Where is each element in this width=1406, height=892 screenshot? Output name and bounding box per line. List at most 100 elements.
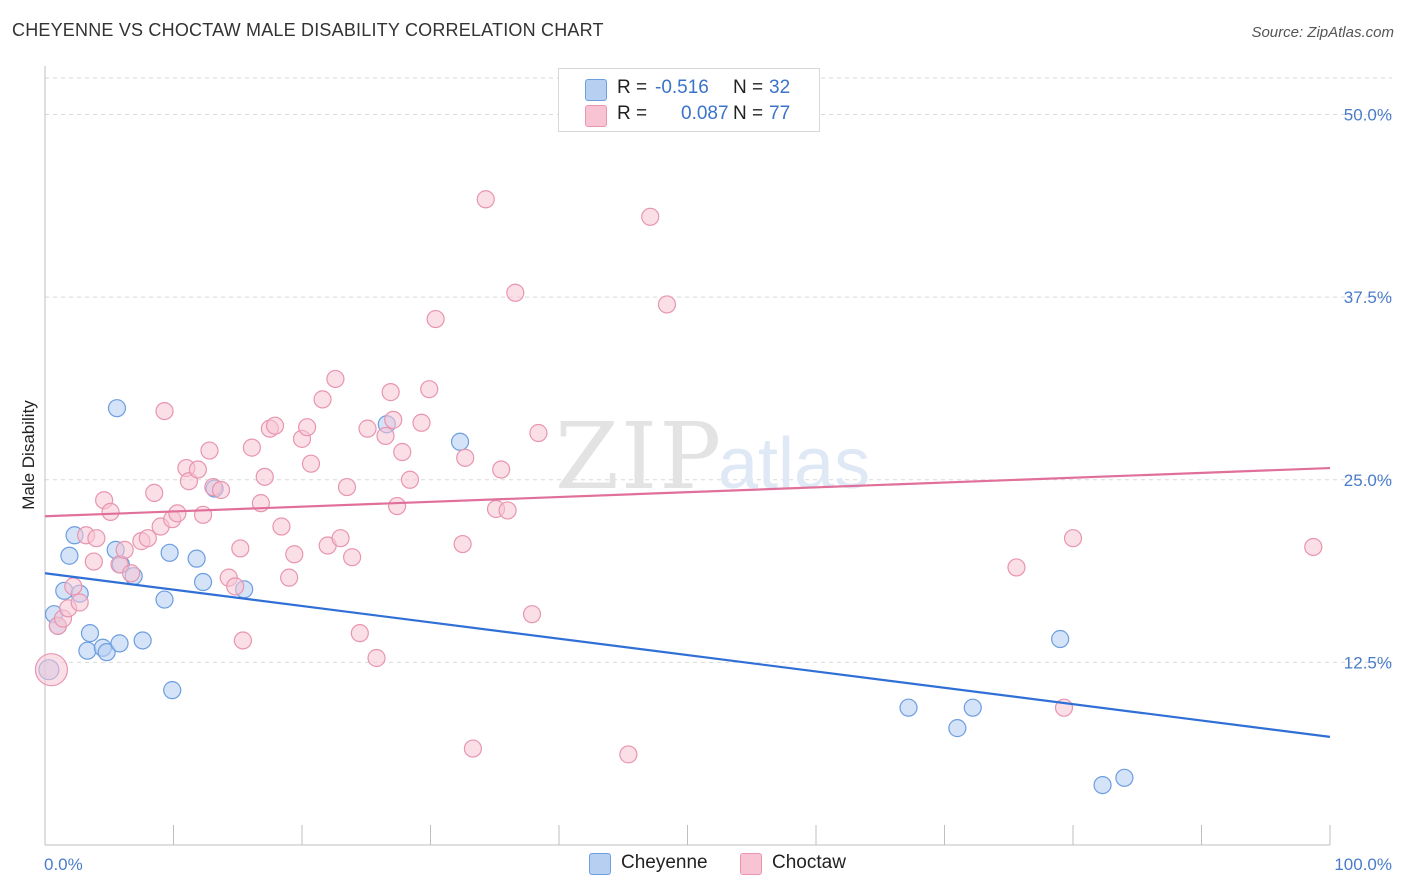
choctaw-point bbox=[619, 745, 638, 764]
y-tick-label: 25.0% bbox=[1344, 471, 1392, 490]
cheyenne-point bbox=[110, 634, 129, 653]
cheyenne-point bbox=[899, 698, 918, 717]
cheyenne-legend-swatch bbox=[589, 853, 611, 875]
choctaw-point bbox=[657, 295, 677, 314]
choctaw-point bbox=[522, 605, 542, 624]
y-tick-label: 37.5% bbox=[1344, 288, 1392, 307]
choctaw-point bbox=[420, 380, 439, 399]
choctaw-legend-label: Choctaw bbox=[772, 852, 846, 873]
r-value: -0.516 bbox=[655, 77, 709, 98]
choctaw-point bbox=[280, 568, 299, 587]
cheyenne-point bbox=[78, 641, 97, 660]
watermark-atlas: atlas bbox=[718, 424, 870, 504]
choctaw-point bbox=[87, 529, 106, 548]
cheyenne-trend-line bbox=[44, 572, 1331, 738]
choctaw-point bbox=[426, 309, 445, 329]
choctaw-point bbox=[343, 548, 362, 567]
y-tick-label: 12.5% bbox=[1344, 653, 1392, 672]
chart-title: CHEYENNE VS CHOCTAW MALE DISABILITY CORR… bbox=[12, 20, 604, 40]
r-value: 0.087 bbox=[681, 103, 729, 124]
cheyenne-point bbox=[133, 631, 152, 650]
choctaw-point bbox=[145, 483, 164, 503]
legend-choctaw[interactable]: Choctaw bbox=[740, 850, 860, 876]
choctaw-point bbox=[393, 442, 412, 462]
choctaw-point bbox=[453, 534, 472, 554]
choctaw-legend-swatch bbox=[740, 853, 762, 875]
choctaw-point bbox=[350, 624, 369, 643]
choctaw-point bbox=[211, 480, 231, 500]
cheyenne-point bbox=[948, 719, 967, 738]
cheyenne-point bbox=[60, 546, 79, 565]
choctaw-point bbox=[506, 283, 525, 302]
choctaw-point bbox=[412, 413, 431, 432]
cheyenne-point bbox=[107, 399, 127, 418]
cheyenne-point bbox=[155, 590, 174, 609]
cheyenne-point bbox=[1093, 776, 1112, 795]
choctaw-point bbox=[367, 648, 386, 668]
stats-legend: R = -0.516 N = 32 R = 0.087 N = 77 bbox=[558, 68, 820, 132]
y-tick-label: 50.0% bbox=[1344, 106, 1392, 125]
choctaw-point bbox=[498, 501, 517, 520]
choctaw-point bbox=[64, 577, 83, 596]
cheyenne-swatch bbox=[585, 79, 607, 101]
choctaw-point bbox=[463, 739, 483, 758]
choctaw-point bbox=[641, 207, 660, 226]
choctaw-point bbox=[272, 517, 291, 536]
choctaw-point bbox=[226, 577, 245, 596]
choctaw-point bbox=[456, 448, 475, 467]
choctaw-point bbox=[242, 438, 261, 457]
choctaw-point bbox=[400, 470, 420, 489]
choctaw-point bbox=[476, 190, 495, 209]
choctaw-point bbox=[358, 419, 377, 438]
choctaw-point bbox=[115, 540, 134, 559]
choctaw-point bbox=[337, 477, 357, 497]
choctaw-point bbox=[70, 593, 89, 612]
source-label: Source: ZipAtlas.com bbox=[1251, 24, 1394, 41]
choctaw-point bbox=[101, 502, 120, 522]
trend-lines bbox=[44, 466, 1331, 738]
choctaw-point bbox=[138, 529, 157, 548]
choctaw-point bbox=[529, 423, 548, 443]
choctaw-point bbox=[1304, 537, 1323, 557]
y-axis-label: Male Disability bbox=[19, 400, 38, 510]
choctaw-point bbox=[255, 467, 274, 486]
axes bbox=[44, 66, 1331, 846]
cheyenne-point bbox=[1051, 629, 1070, 649]
r-label: R = bbox=[617, 77, 648, 98]
n-label: N = bbox=[733, 103, 764, 124]
r-label: R = bbox=[617, 103, 648, 124]
choctaw-point bbox=[193, 505, 213, 524]
cheyenne-point bbox=[450, 432, 470, 451]
choctaw-point bbox=[155, 401, 174, 421]
choctaw-point bbox=[331, 529, 350, 548]
choctaw-point bbox=[376, 426, 395, 446]
choctaw-point bbox=[313, 390, 332, 409]
choctaw-point bbox=[326, 369, 345, 389]
cheyenne-point bbox=[187, 549, 206, 568]
x-tick-label-max: 100.0% bbox=[1334, 855, 1392, 874]
choctaw-point bbox=[298, 418, 317, 437]
choctaw-point bbox=[492, 460, 511, 479]
choctaw-point bbox=[265, 416, 285, 435]
choctaw-point bbox=[34, 653, 69, 687]
choctaw-point bbox=[384, 410, 403, 429]
cheyenne-point bbox=[97, 643, 116, 662]
cheyenne-point bbox=[163, 681, 182, 700]
n-value: 77 bbox=[769, 103, 791, 124]
choctaw-point bbox=[121, 564, 141, 583]
watermark: ZIP atlas bbox=[555, 403, 870, 510]
choctaw-point bbox=[200, 441, 219, 460]
legend-cheyenne[interactable]: Cheyenne bbox=[589, 850, 719, 876]
choctaw-point bbox=[1063, 529, 1083, 548]
choctaw-point bbox=[188, 460, 208, 479]
choctaw-point bbox=[233, 631, 252, 650]
choctaw-point bbox=[285, 545, 304, 564]
n-value: 32 bbox=[769, 77, 791, 98]
choctaw-point bbox=[1007, 558, 1026, 577]
gridlines bbox=[45, 77, 1392, 663]
cheyenne-point bbox=[160, 543, 179, 562]
cheyenne-point bbox=[193, 572, 213, 592]
cheyenne-point bbox=[963, 698, 982, 717]
choctaw-point bbox=[381, 383, 400, 402]
